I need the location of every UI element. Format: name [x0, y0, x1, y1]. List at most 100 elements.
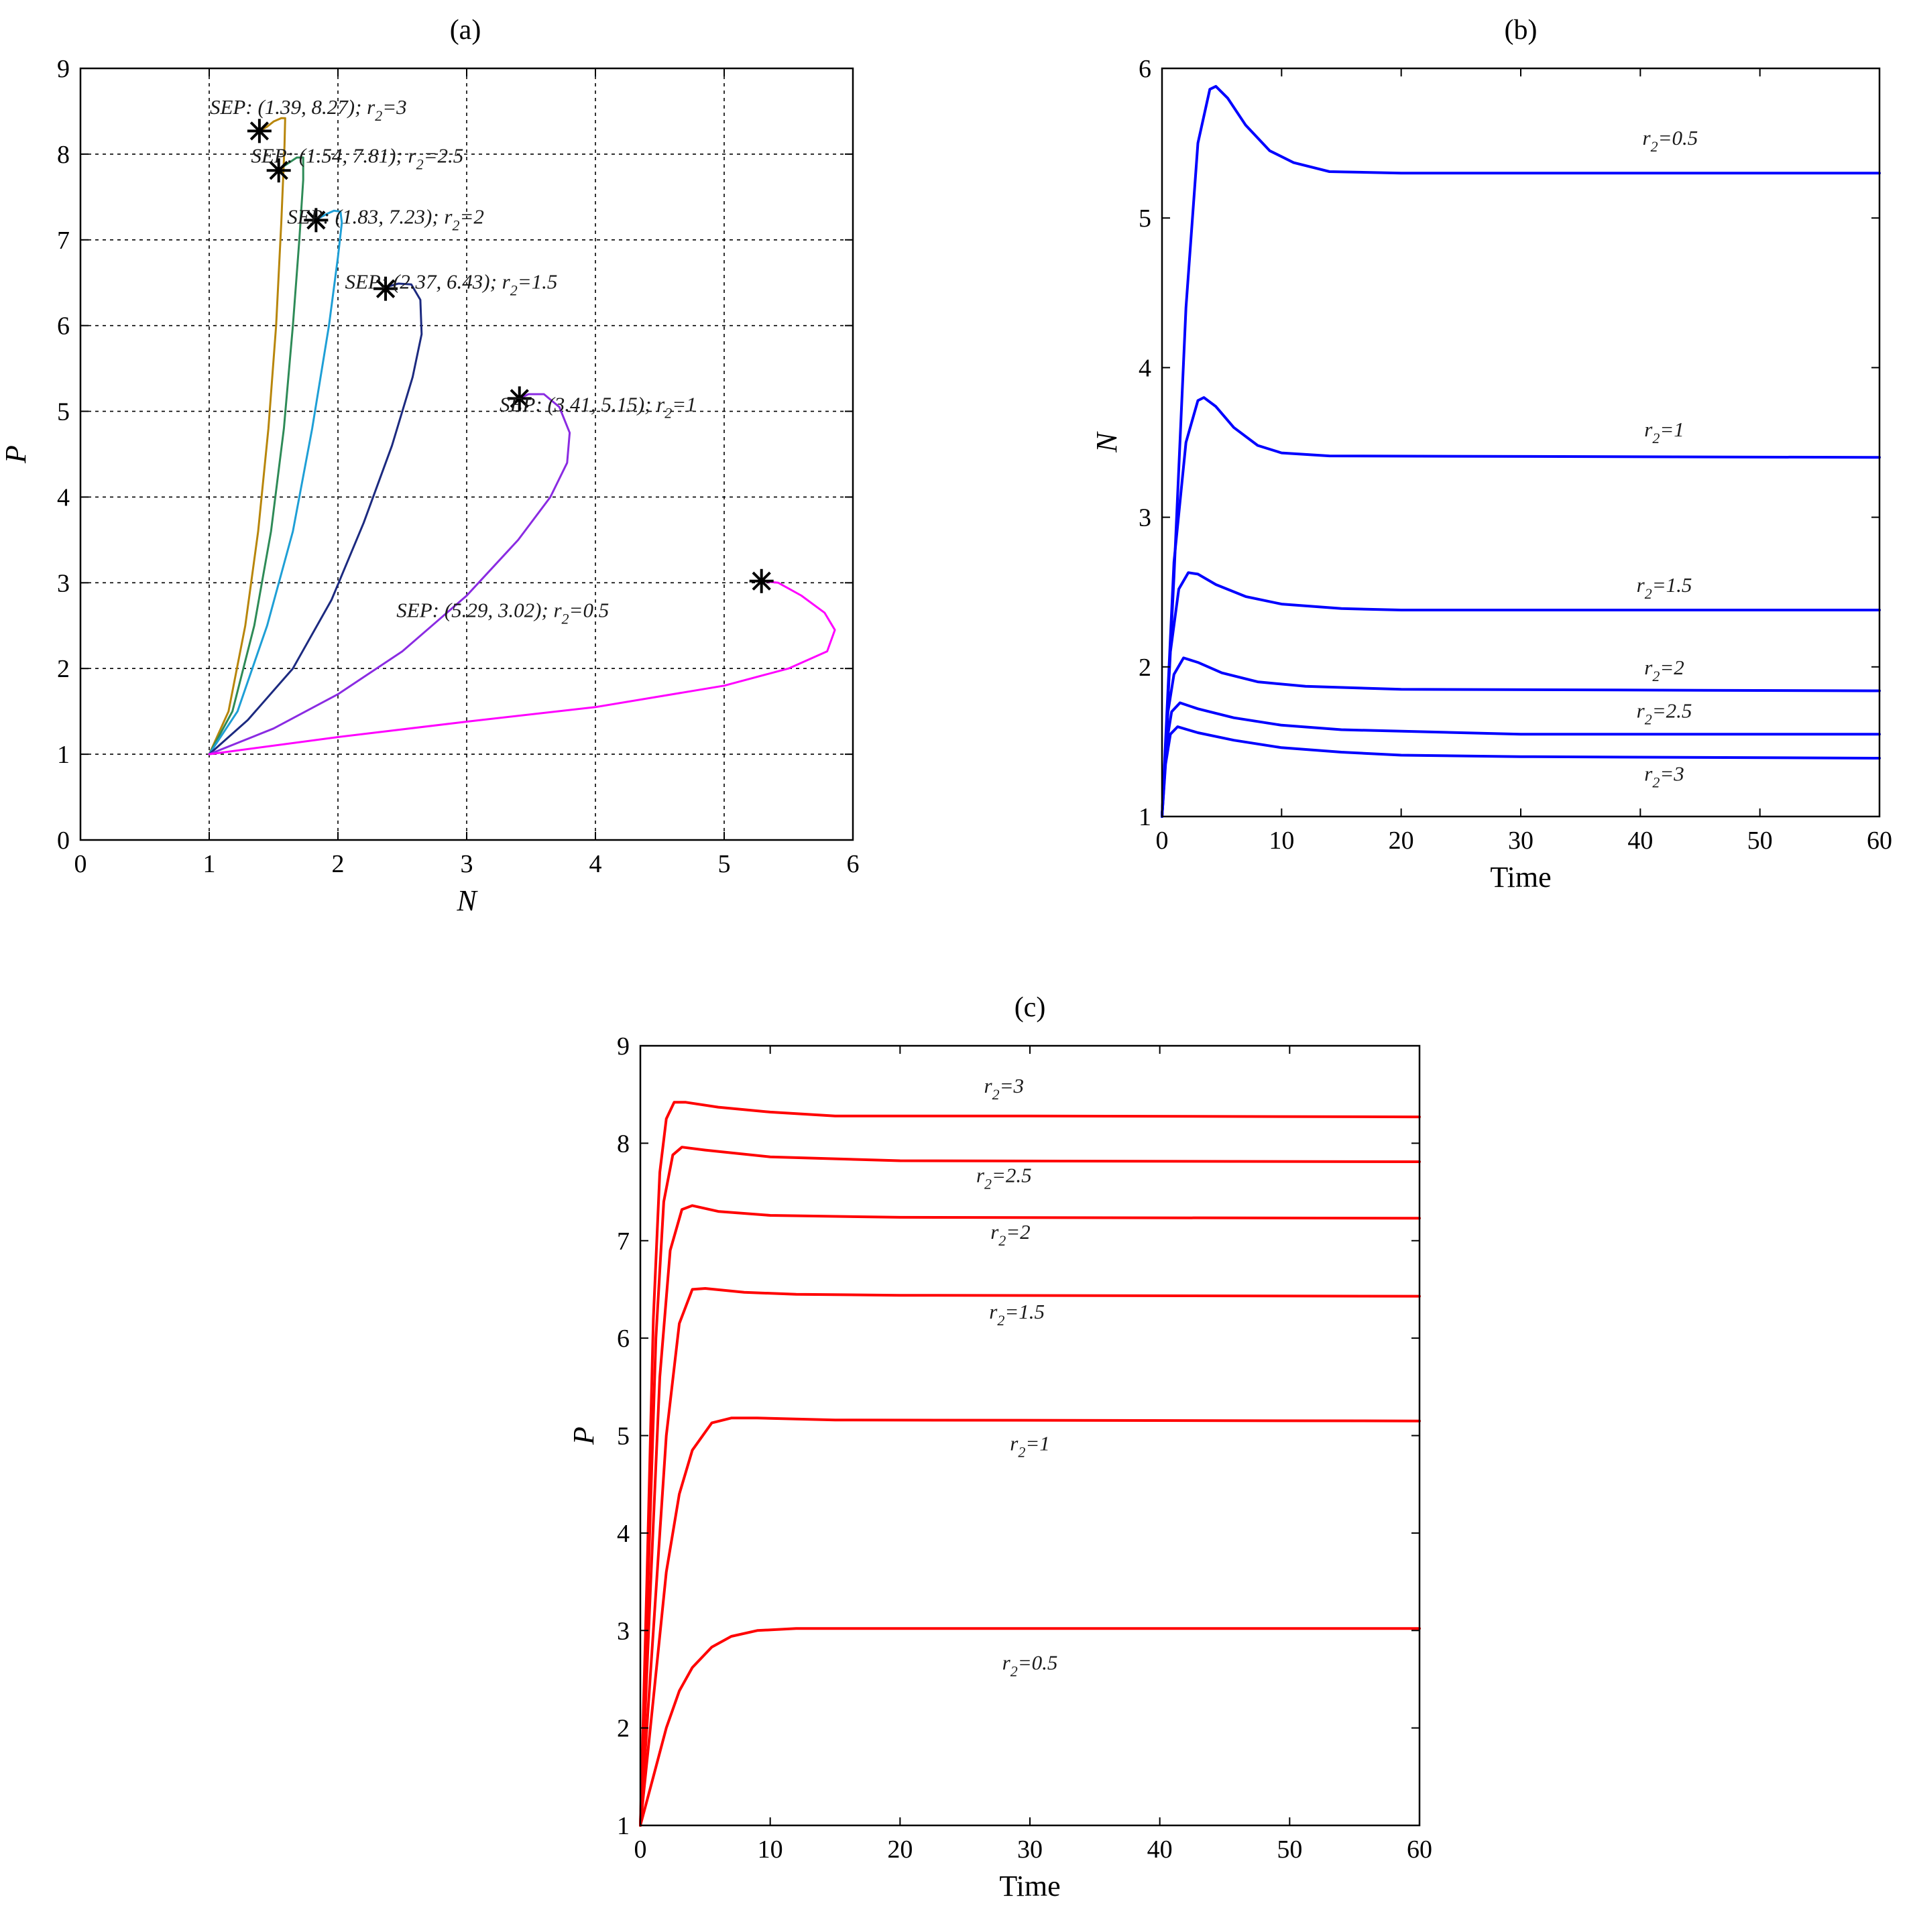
series-line-r22 [208, 209, 343, 756]
series-line-r22 [639, 1204, 1421, 1827]
panel-title: (b) [1505, 15, 1538, 46]
sep-annotation: SEP: (2.37, 6.43); r2=1.5 [345, 270, 558, 299]
sep-marker [507, 386, 532, 411]
x-tick-label: 5 [718, 850, 731, 878]
sep-marker-stroke [752, 571, 771, 591]
x-tick-label: 2 [332, 850, 345, 878]
sep-marker-stroke [249, 121, 270, 141]
curve-label: r2=2.5 [976, 1164, 1032, 1193]
y-tick-label: 1 [57, 741, 70, 769]
curve-label: r2=0.5 [1643, 126, 1698, 155]
y-tick-label: 3 [57, 569, 70, 597]
x-axis-label: N [456, 884, 478, 917]
series-line-r21-5 [639, 1287, 1421, 1827]
y-axis-label: N [1090, 431, 1123, 453]
y-tick-label: 9 [57, 55, 70, 83]
x-tick-label: 30 [1017, 1835, 1043, 1864]
y-tick-label: 9 [617, 1032, 630, 1061]
curve-label: r2=1.5 [1637, 573, 1692, 602]
y-tick-label: 2 [1139, 654, 1151, 682]
y-tick-label: 7 [57, 227, 70, 255]
y-tick-label: 5 [1139, 204, 1151, 233]
y-tick-label: 4 [617, 1520, 630, 1548]
x-tick-label: 20 [1389, 827, 1414, 855]
panel-a: SEP: (1.39, 8.27); r2=3 SEP: (1.54, 7.81)… [0, 15, 860, 917]
sep-marker-stroke [510, 389, 529, 408]
curve-label: r2=0.5 [1002, 1650, 1058, 1679]
series-line-r23 [1161, 725, 1881, 818]
series-line-r21-5 [208, 282, 423, 756]
y-tick-label: 3 [1139, 504, 1151, 532]
sep-marker-stroke [375, 279, 396, 298]
sep-marker [266, 158, 291, 183]
y-tick-label: 1 [617, 1812, 630, 1840]
x-tick-label: 3 [461, 850, 473, 878]
series-line-r21-5 [1161, 571, 1881, 818]
curve-label: r2=1.5 [989, 1300, 1045, 1329]
y-tick-label: 6 [617, 1325, 630, 1353]
x-tick-label: 40 [1147, 1835, 1173, 1864]
curve-label: r2=3 [1644, 762, 1684, 790]
x-tick-label: 4 [589, 850, 602, 878]
series-line-r20-5 [1161, 84, 1881, 818]
curve-label: r2=3 [984, 1074, 1025, 1103]
x-tick-label: 6 [847, 850, 860, 878]
curve-label: r2=1 [1010, 1431, 1050, 1460]
x-tick-label: 50 [1277, 1835, 1302, 1864]
series-line-r21 [639, 1416, 1421, 1827]
x-tick-label: 60 [1867, 827, 1892, 855]
sep-marker-stroke [306, 210, 326, 230]
sep-marker [247, 119, 272, 143]
series-line-r20-5 [208, 580, 836, 756]
y-tick-label: 2 [57, 655, 70, 683]
y-tick-label: 6 [1139, 55, 1151, 83]
plot-area [1162, 68, 1879, 817]
y-tick-label: 7 [617, 1227, 630, 1256]
sep-annotation: SEP: (1.39, 8.27); r2=3 [210, 95, 407, 124]
curve-label: r2=2 [990, 1220, 1031, 1249]
y-tick-label: 1 [1139, 803, 1151, 831]
curve-label: r2=2 [1644, 656, 1684, 684]
curve-label: r2=1 [1644, 418, 1684, 446]
x-tick-label: 40 [1627, 827, 1653, 855]
series-line-r21 [1161, 396, 1881, 818]
sep-marker [304, 208, 329, 233]
series-line-r20-5 [639, 1627, 1421, 1827]
y-tick-label: 5 [57, 398, 70, 426]
x-tick-label: 0 [74, 850, 87, 878]
x-axis-label: Time [1490, 861, 1551, 894]
y-tick-label: 4 [57, 483, 70, 511]
sep-annotation: SEP: (3.41, 5.15); r2=1 [500, 393, 697, 422]
panel-title: (c) [1015, 992, 1046, 1023]
y-tick-label: 8 [57, 141, 70, 169]
series-line-r21 [208, 393, 571, 756]
sep-annotation: SEP: (5.29, 3.02); r2=0.5 [396, 598, 609, 627]
series-line-r22-5 [208, 156, 304, 756]
series-line-r23 [208, 117, 286, 756]
y-tick-label: 3 [617, 1617, 630, 1645]
y-tick-label: 6 [57, 312, 70, 341]
sep-annotation: SEP: (1.54, 7.81); r2=2.5 [251, 144, 463, 173]
y-tick-label: 2 [617, 1715, 630, 1743]
y-tick-label: 4 [1139, 354, 1151, 382]
y-axis-label: P [0, 445, 32, 464]
series-line-r22-5 [639, 1146, 1421, 1827]
series-line-r22-5 [1161, 701, 1881, 818]
x-tick-label: 0 [1156, 827, 1169, 855]
curve-label: r2=2.5 [1637, 699, 1692, 728]
sep-marker [373, 276, 398, 301]
sep-marker-stroke [269, 161, 288, 180]
x-tick-label: 20 [887, 1835, 913, 1864]
x-tick-label: 30 [1508, 827, 1533, 855]
panel-b: r2=0.5 r2=1 r2=1.5 r2=2 r2=2.5 r2=3 0 10 20 30 40 5… [1090, 15, 1892, 894]
x-tick-label: 1 [203, 850, 216, 878]
y-tick-label: 8 [617, 1130, 630, 1158]
x-tick-label: 10 [758, 1835, 783, 1864]
series-line-r22 [1161, 656, 1881, 818]
x-tick-label: 60 [1407, 1835, 1432, 1864]
x-axis-label: Time [999, 1870, 1060, 1903]
series-line-r23 [639, 1101, 1421, 1827]
sep-annotation: SEP: (1.83, 7.23); r2=2 [287, 204, 484, 233]
plot-area [640, 1046, 1420, 1825]
